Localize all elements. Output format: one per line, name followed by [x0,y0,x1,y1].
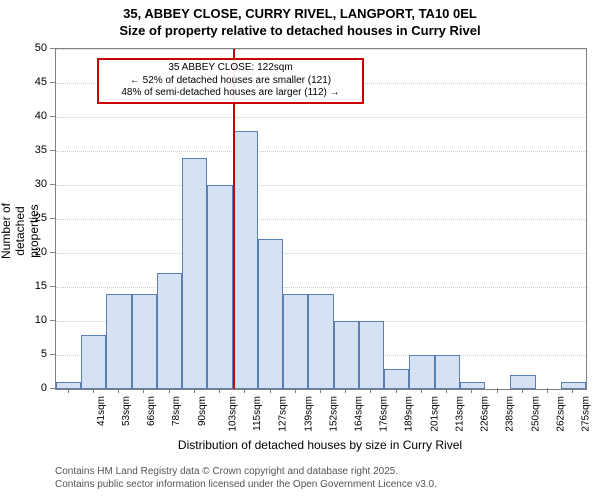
xtick-label: 213sqm [455,396,466,432]
ytick-mark [50,286,55,287]
xtick-mark [471,388,472,393]
histogram-bar [510,375,535,389]
xtick-mark [547,388,548,393]
xtick-mark [320,388,321,393]
histogram-bar [435,355,460,389]
xtick-label: 41sqm [96,396,107,426]
gridline [56,151,586,152]
xtick-label: 275sqm [581,396,592,432]
xtick-label: 127sqm [278,396,289,432]
ytick-mark [50,184,55,185]
xtick-mark [244,388,245,393]
annotation-box: 35 ABBEY CLOSE: 122sqm← 52% of detached … [97,58,364,104]
xtick-label: 66sqm [146,396,157,426]
xtick-mark [143,388,144,393]
histogram-bar [283,294,308,389]
ytick-mark [50,82,55,83]
xtick-mark [572,388,573,393]
histogram-bar [182,158,207,389]
xtick-label: 78sqm [171,396,182,426]
histogram-bar [207,185,232,389]
xtick-mark [497,388,498,393]
xtick-label: 262sqm [555,396,566,432]
xtick-label: 115sqm [252,396,263,431]
xtick-mark [169,388,170,393]
footer-line-2: Contains public sector information licen… [55,479,437,492]
xtick-mark [194,388,195,393]
xtick-mark [421,388,422,393]
histogram-bar [81,335,106,389]
annotation-line: 35 ABBEY CLOSE: 122sqm [103,62,358,75]
xtick-mark [270,388,271,393]
xtick-label: 201sqm [429,396,440,432]
xtick-mark [370,388,371,393]
annotation-line: ← 52% of detached houses are smaller (12… [103,75,358,88]
gridline [56,287,586,288]
histogram-bar [409,355,434,389]
ytick-label: 50 [0,42,47,54]
xtick-mark [68,388,69,393]
ytick-label: 45 [0,76,47,88]
xtick-label: 152sqm [328,396,339,432]
xtick-mark [522,388,523,393]
xtick-mark [295,388,296,393]
histogram-bar [233,131,258,389]
xtick-label: 189sqm [404,396,415,432]
histogram-bar [334,321,359,389]
ytick-label: 0 [0,382,47,394]
xtick-mark [345,388,346,393]
histogram-bar [258,239,283,389]
gridline [56,253,586,254]
xtick-mark [396,388,397,393]
ytick-mark [50,150,55,151]
gridline [56,49,586,50]
ytick-mark [50,252,55,253]
histogram-bar [157,273,182,389]
annotation-line: 48% of semi-detached houses are larger (… [103,87,358,100]
xtick-label: 250sqm [530,396,541,432]
chart-title: 35, ABBEY CLOSE, CURRY RIVEL, LANGPORT, … [0,0,600,40]
ytick-label: 30 [0,178,47,190]
xtick-label: 238sqm [505,396,516,432]
ytick-mark [50,218,55,219]
xtick-label: 139sqm [303,396,314,432]
ytick-label: 10 [0,314,47,326]
histogram-bar [132,294,157,389]
ytick-label: 25 [0,212,47,224]
title-line-2: Size of property relative to detached ho… [0,23,600,40]
xtick-mark [446,388,447,393]
histogram-bar [384,369,409,389]
xtick-label: 164sqm [354,396,365,432]
histogram-bar [56,382,81,389]
ytick-mark [50,116,55,117]
ytick-mark [50,48,55,49]
histogram-bar [308,294,333,389]
footer-line-1: Contains HM Land Registry data © Crown c… [55,466,437,479]
xtick-label: 226sqm [480,396,491,432]
histogram-bar [359,321,384,389]
ytick-label: 20 [0,246,47,258]
xtick-label: 53sqm [121,396,132,426]
chart-container: 35, ABBEY CLOSE, CURRY RIVEL, LANGPORT, … [0,0,600,500]
gridline [56,185,586,186]
xtick-label: 176sqm [379,396,390,432]
histogram-bar [106,294,131,389]
ytick-label: 35 [0,144,47,156]
gridline [56,117,586,118]
xtick-label: 90sqm [197,396,208,426]
xtick-label: 103sqm [227,396,238,432]
gridline [56,219,586,220]
ytick-mark [50,320,55,321]
xtick-mark [93,388,94,393]
ytick-mark [50,388,55,389]
xtick-mark [219,388,220,393]
ytick-mark [50,354,55,355]
xtick-mark [118,388,119,393]
x-axis-label: Distribution of detached houses by size … [55,438,585,452]
ytick-label: 5 [0,348,47,360]
footer-attribution: Contains HM Land Registry data © Crown c… [55,466,437,491]
ytick-label: 40 [0,110,47,122]
title-line-1: 35, ABBEY CLOSE, CURRY RIVEL, LANGPORT, … [0,6,600,23]
ytick-label: 15 [0,280,47,292]
